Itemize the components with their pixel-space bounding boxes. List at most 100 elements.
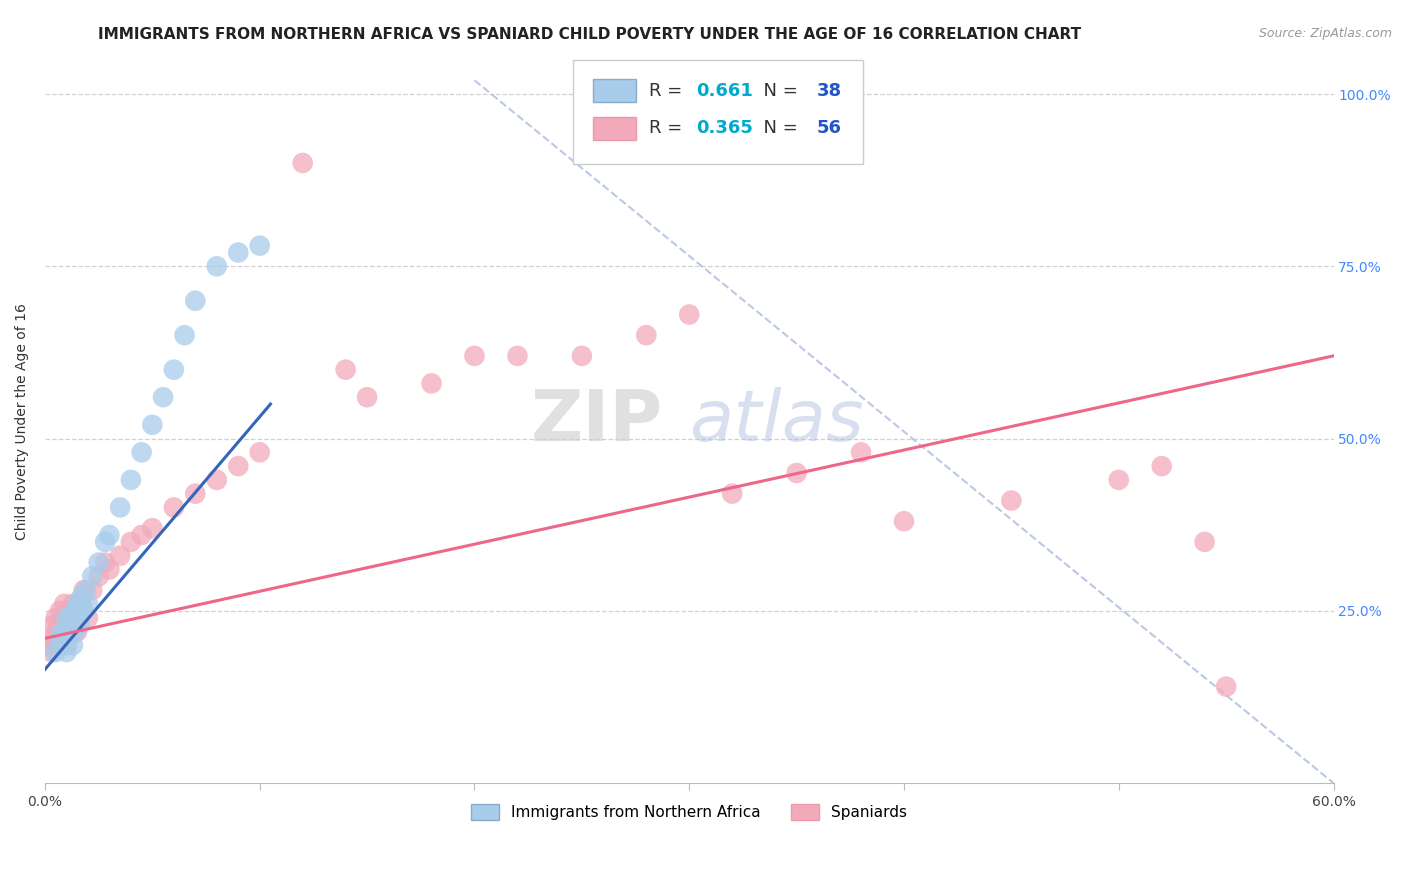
Point	[249, 238, 271, 252]
Point	[51, 610, 73, 624]
Point	[98, 528, 121, 542]
Point	[82, 583, 104, 598]
Point	[58, 617, 80, 632]
Point	[108, 549, 131, 563]
Point	[163, 500, 186, 515]
Point	[94, 535, 117, 549]
Point	[72, 604, 94, 618]
Point	[678, 308, 700, 322]
Point	[59, 610, 82, 624]
Point	[94, 556, 117, 570]
Point	[55, 604, 77, 618]
Text: 0.661: 0.661	[696, 82, 752, 100]
Point	[55, 624, 77, 639]
Point	[1108, 473, 1130, 487]
Point	[66, 597, 89, 611]
Text: N =: N =	[752, 82, 804, 100]
Text: 56: 56	[817, 120, 842, 137]
Point	[1215, 680, 1237, 694]
Point	[51, 638, 73, 652]
Point	[45, 610, 67, 624]
Point	[59, 610, 82, 624]
Point	[849, 445, 872, 459]
Point	[62, 597, 84, 611]
Point	[152, 390, 174, 404]
Point	[1194, 535, 1216, 549]
Point	[141, 521, 163, 535]
Point	[1150, 459, 1173, 474]
Point	[51, 638, 73, 652]
Point	[46, 632, 69, 646]
Point	[55, 610, 77, 624]
Text: R =: R =	[650, 120, 689, 137]
Point	[893, 514, 915, 528]
Point	[55, 645, 77, 659]
Point	[46, 617, 69, 632]
Text: R =: R =	[650, 82, 689, 100]
Point	[173, 328, 195, 343]
Point	[77, 597, 100, 611]
Point	[49, 604, 72, 618]
Point	[53, 597, 76, 611]
Point	[62, 638, 84, 652]
Point	[87, 556, 110, 570]
Point	[184, 293, 207, 308]
Text: 38: 38	[817, 82, 842, 100]
Point	[291, 156, 314, 170]
Point	[131, 445, 153, 459]
Point	[70, 590, 93, 604]
Point	[184, 486, 207, 500]
Point	[70, 597, 93, 611]
Point	[55, 638, 77, 652]
Point	[131, 528, 153, 542]
Point	[163, 362, 186, 376]
Point	[67, 617, 90, 632]
Point	[786, 466, 808, 480]
Point	[63, 604, 86, 618]
Text: IMMIGRANTS FROM NORTHERN AFRICA VS SPANIARD CHILD POVERTY UNDER THE AGE OF 16 CO: IMMIGRANTS FROM NORTHERN AFRICA VS SPANI…	[98, 27, 1081, 42]
Point	[51, 624, 73, 639]
FancyBboxPatch shape	[574, 60, 863, 164]
Point	[58, 632, 80, 646]
Point	[506, 349, 529, 363]
Point	[45, 638, 67, 652]
Point	[66, 610, 89, 624]
Point	[87, 569, 110, 583]
Point	[66, 624, 89, 639]
Point	[356, 390, 378, 404]
Point	[120, 535, 142, 549]
Point	[38, 638, 60, 652]
Point	[721, 486, 744, 500]
Point	[335, 362, 357, 376]
Text: N =: N =	[752, 120, 804, 137]
Point	[141, 417, 163, 432]
Point	[59, 624, 82, 639]
Y-axis label: Child Poverty Under the Age of 16: Child Poverty Under the Age of 16	[15, 303, 30, 540]
Point	[205, 473, 228, 487]
Point	[67, 604, 90, 618]
Legend: Immigrants from Northern Africa, Spaniards: Immigrants from Northern Africa, Spaniar…	[465, 797, 912, 826]
Text: 0.365: 0.365	[696, 120, 752, 137]
Point	[72, 583, 94, 598]
Point	[82, 569, 104, 583]
Point	[45, 645, 67, 659]
Point	[41, 645, 63, 659]
Point	[636, 328, 658, 343]
Point	[75, 583, 97, 598]
Point	[420, 376, 443, 391]
Point	[226, 459, 249, 474]
Point	[55, 624, 77, 639]
Text: ZIP: ZIP	[531, 387, 664, 456]
FancyBboxPatch shape	[592, 117, 637, 140]
Point	[63, 624, 86, 639]
Point	[62, 617, 84, 632]
Point	[226, 245, 249, 260]
Point	[42, 632, 65, 646]
Point	[120, 473, 142, 487]
Point	[42, 617, 65, 632]
Text: atlas: atlas	[689, 387, 863, 456]
Point	[1000, 493, 1022, 508]
Point	[66, 610, 89, 624]
Point	[571, 349, 593, 363]
Point	[77, 610, 100, 624]
